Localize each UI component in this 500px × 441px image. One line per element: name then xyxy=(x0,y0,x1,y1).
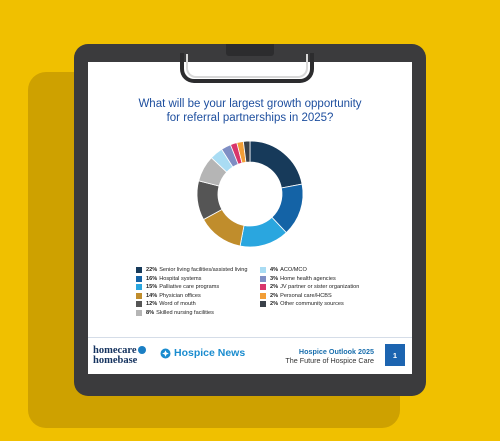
legend-item: 3% Home health agencies xyxy=(260,275,359,284)
legend-item: 16% Hospital systems xyxy=(136,275,248,284)
hospice-news-emblem-icon xyxy=(160,348,171,358)
report-page xyxy=(88,62,412,374)
legend-label: Senior living facilities/assisted living xyxy=(159,267,248,274)
legend-percent: 2% xyxy=(270,301,279,308)
legend-label: Physician offices xyxy=(159,292,201,299)
legend-swatch xyxy=(136,267,142,274)
legend-label: Palliative care programs xyxy=(159,284,220,291)
legend-label: Hospital systems xyxy=(159,275,202,282)
legend-percent: 3% xyxy=(270,275,279,282)
legend-item: 15% Palliative care programs xyxy=(136,283,248,292)
hospice-news-text: Hospice News xyxy=(174,347,246,359)
legend-label: Personal care/HCBS xyxy=(280,292,332,299)
report-title: Hospice Outlook 2025 xyxy=(298,347,374,356)
legend-swatch xyxy=(136,292,142,299)
legend-swatch xyxy=(260,284,266,291)
legend-column-1: 22% Senior living facilities/assisted liv… xyxy=(136,266,248,317)
legend-label: Word of mouth xyxy=(159,301,196,308)
legend-label: Home health agencies xyxy=(280,275,336,282)
legend-label: Skilled nursing facilities xyxy=(156,309,214,316)
legend-label: ACO/MCO xyxy=(280,267,307,274)
hospice-news-logo: Hospice News xyxy=(160,347,245,359)
donut-chart xyxy=(196,140,304,248)
legend-item: 2% Personal care/HCBS xyxy=(260,292,359,301)
legend-percent: 4% xyxy=(270,267,279,274)
clipboard-clip-highlight xyxy=(186,54,308,78)
chart-title-line-1: What will be your largest growth opportu… xyxy=(138,98,362,110)
logo-homebase-text: homebase xyxy=(93,355,138,366)
legend-percent: 14% xyxy=(146,292,158,299)
legend-label: JV partner or sister organization xyxy=(280,284,360,291)
report-subtitle: The Future of Hospice Care xyxy=(285,356,374,365)
legend-item: 22% Senior living facilities/assisted liv… xyxy=(136,266,248,275)
legend-item: 8% Skilled nursing facilities xyxy=(136,309,248,318)
legend-item: 2% Other community sources xyxy=(260,300,359,309)
legend-item: 2% JV partner or sister organization xyxy=(260,283,359,292)
legend-swatch xyxy=(136,309,142,316)
clipboard-clip xyxy=(180,53,314,83)
logo-dot-icon xyxy=(137,346,146,354)
donut-slice-0 xyxy=(249,140,303,189)
donut-slice-10 xyxy=(242,140,251,163)
legend-percent: 2% xyxy=(270,284,279,291)
legend-percent: 2% xyxy=(270,292,279,299)
legend-label: Other community sources xyxy=(280,301,344,308)
report-label: Hospice Outlook 2025 The Future of Hospi… xyxy=(270,347,374,365)
page-number-badge: 1 xyxy=(385,344,405,366)
legend-item: 12% Word of mouth xyxy=(136,300,248,309)
legend-swatch xyxy=(260,267,266,274)
legend-percent: 22% xyxy=(146,267,158,274)
legend-swatch xyxy=(260,275,266,282)
logo-homecare-text: homecare xyxy=(93,345,137,356)
chart-title-line-2: for referral partnerships in 2025? xyxy=(166,112,334,124)
legend-percent: 16% xyxy=(146,275,158,282)
legend-swatch xyxy=(260,292,266,299)
legend-swatch xyxy=(136,284,142,291)
legend-column-2: 4% ACO/MCO 3% Home health agencies 2% JV part… xyxy=(260,266,359,309)
footer-divider xyxy=(88,337,412,338)
legend-swatch xyxy=(136,301,142,308)
legend-swatch xyxy=(136,275,142,282)
homecare-homebase-logo: homecare homebase xyxy=(93,345,146,366)
legend-item: 4% ACO/MCO xyxy=(260,266,359,275)
legend-swatch xyxy=(260,301,266,308)
chart-title: What will be your largest growth opportu… xyxy=(88,97,412,125)
legend-percent: 15% xyxy=(146,284,158,291)
legend-item: 14% Physician offices xyxy=(136,292,248,301)
clipboard-clip-base xyxy=(226,44,274,56)
legend-percent: 8% xyxy=(146,309,155,316)
legend-percent: 12% xyxy=(146,301,158,308)
